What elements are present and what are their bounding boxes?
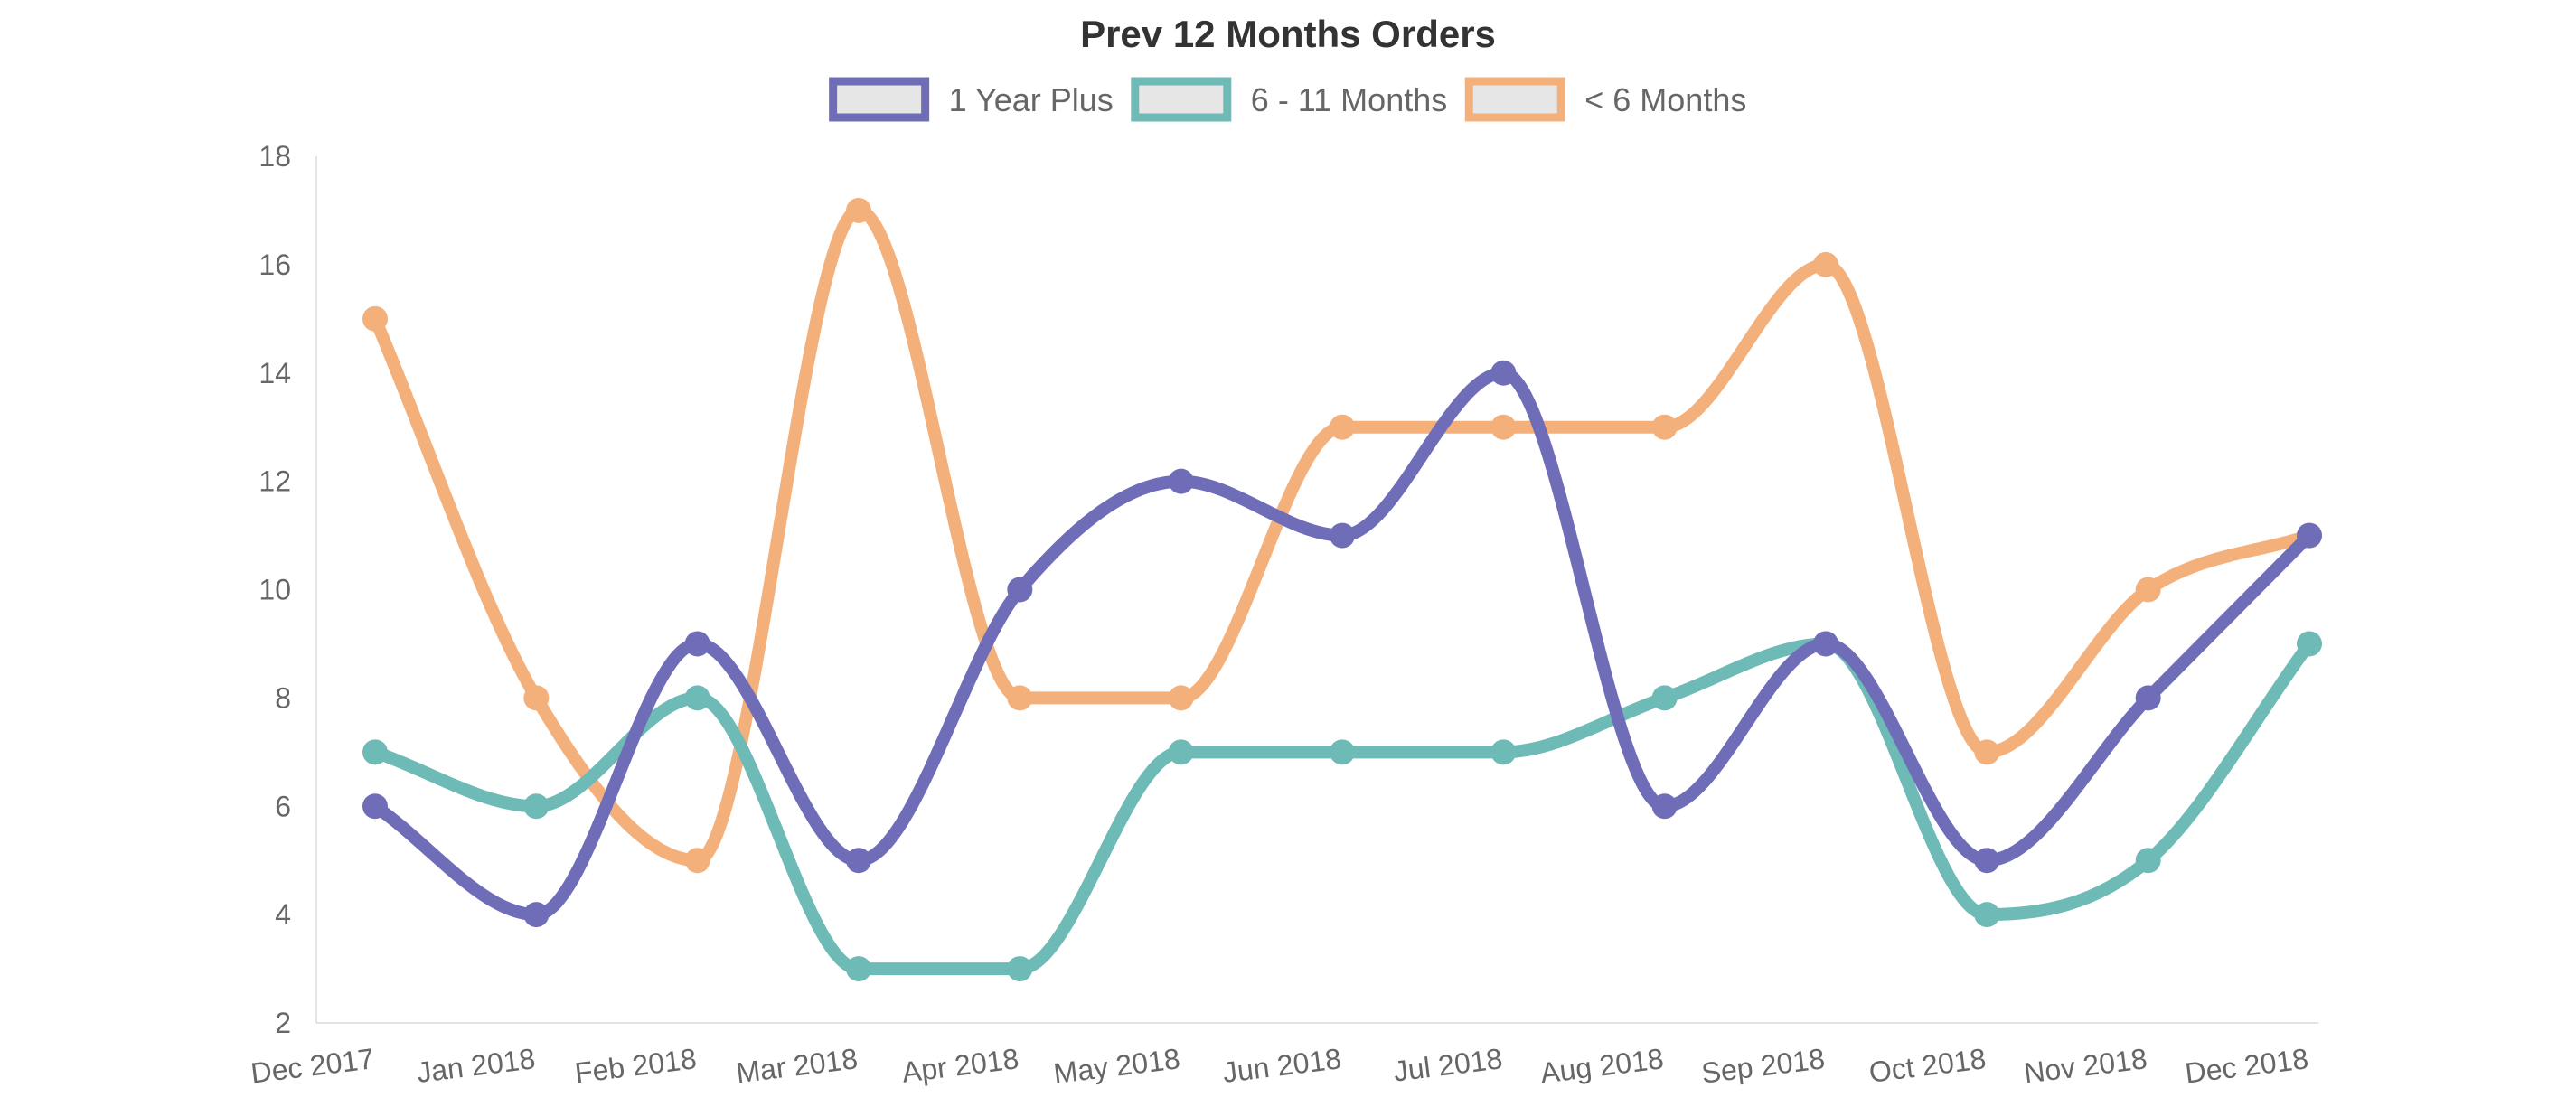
data-point[interactable]: [362, 793, 388, 820]
x-tick-label: Apr 2018: [900, 1042, 1020, 1089]
data-point[interactable]: [362, 739, 388, 765]
data-point[interactable]: [684, 848, 710, 874]
series-line: [369, 366, 2316, 922]
data-point[interactable]: [1813, 251, 1838, 277]
data-point[interactable]: [2135, 685, 2161, 711]
data-point[interactable]: [1651, 793, 1678, 820]
series-2: [362, 631, 2322, 982]
data-point[interactable]: [2297, 522, 2322, 549]
y-tick-label: 14: [259, 357, 291, 389]
x-tick-label: Nov 2018: [2022, 1042, 2148, 1089]
x-tick-label: Dec 2018: [2184, 1042, 2310, 1089]
x-tick-label: Aug 2018: [1538, 1042, 1665, 1089]
data-point[interactable]: [846, 197, 871, 223]
data-point[interactable]: [1168, 468, 1194, 494]
series-line: [369, 637, 2316, 976]
data-point[interactable]: [1330, 739, 1355, 765]
x-tick-label: Oct 2018: [1867, 1042, 1988, 1089]
data-point[interactable]: [1330, 522, 1355, 549]
axes: [315, 156, 2318, 1024]
x-tick-label: Jul 2018: [1392, 1042, 1504, 1087]
y-tick-label: 12: [259, 465, 291, 498]
x-tick-label: Jan 2018: [415, 1042, 537, 1089]
legend-swatch: [829, 77, 930, 122]
data-point[interactable]: [523, 793, 550, 820]
x-tick-label: Jun 2018: [1221, 1042, 1343, 1089]
data-point[interactable]: [684, 685, 710, 711]
y-tick-label: 6: [275, 790, 291, 822]
series-lines: [362, 197, 2322, 982]
y-tick-label: 16: [259, 249, 291, 281]
legend-item[interactable]: 1 Year Plus: [829, 77, 1114, 122]
data-point[interactable]: [1813, 631, 1838, 657]
data-point[interactable]: [362, 305, 388, 332]
x-tick-label: Mar 2018: [734, 1042, 860, 1089]
y-tick-label: 10: [259, 574, 291, 606]
data-point[interactable]: [1974, 848, 2000, 874]
data-point[interactable]: [1007, 685, 1033, 711]
data-point[interactable]: [1490, 414, 1517, 440]
data-point[interactable]: [1974, 902, 2000, 928]
legend-label: 6 - 11 Months: [1251, 81, 1447, 118]
legend-label: 1 Year Plus: [949, 81, 1114, 118]
data-point[interactable]: [1168, 685, 1194, 711]
data-point[interactable]: [846, 956, 871, 982]
data-point[interactable]: [2297, 631, 2322, 657]
data-point[interactable]: [1007, 956, 1033, 982]
x-tick-label: Dec 2017: [249, 1042, 376, 1089]
data-point[interactable]: [684, 631, 710, 657]
y-tick-label: 2: [275, 1007, 291, 1039]
data-point[interactable]: [2135, 577, 2161, 603]
x-tick-label: Sep 2018: [1699, 1042, 1826, 1089]
x-axis-ticks: Dec 2017 Jan 2018 Feb 2018 Mar 2018 Apr 2018…: [249, 1042, 2310, 1090]
data-point[interactable]: [523, 685, 550, 711]
data-point[interactable]: [1330, 414, 1355, 440]
legend-item[interactable]: 6 - 11 Months: [1131, 77, 1447, 122]
legend-swatch: [1131, 77, 1232, 122]
data-point[interactable]: [1490, 360, 1517, 386]
x-tick-label: May 2018: [1052, 1042, 1182, 1090]
legend-swatch: [1464, 77, 1565, 122]
data-point[interactable]: [1651, 685, 1678, 711]
y-tick-label: 18: [259, 140, 291, 173]
series-1: [362, 360, 2322, 928]
data-point[interactable]: [1490, 739, 1517, 765]
chart-title: Prev 12 Months Orders: [1080, 13, 1496, 55]
data-point[interactable]: [1007, 577, 1033, 603]
legend: 1 Year Plus 6 - 11 Months < 6 Months: [829, 77, 1746, 122]
data-point[interactable]: [846, 848, 871, 874]
data-point[interactable]: [523, 902, 550, 928]
data-point[interactable]: [1974, 739, 2000, 765]
data-point[interactable]: [1168, 739, 1194, 765]
y-axis-ticks: 2 4 6 8 10 12 14 16 18: [259, 140, 291, 1039]
x-tick-label: Feb 2018: [573, 1042, 699, 1089]
data-point[interactable]: [1651, 414, 1678, 440]
legend-item[interactable]: < 6 Months: [1464, 77, 1746, 122]
data-point[interactable]: [2135, 848, 2161, 874]
y-tick-label: 4: [275, 898, 291, 931]
legend-label: < 6 Months: [1584, 81, 1746, 118]
y-tick-label: 8: [275, 681, 291, 714]
